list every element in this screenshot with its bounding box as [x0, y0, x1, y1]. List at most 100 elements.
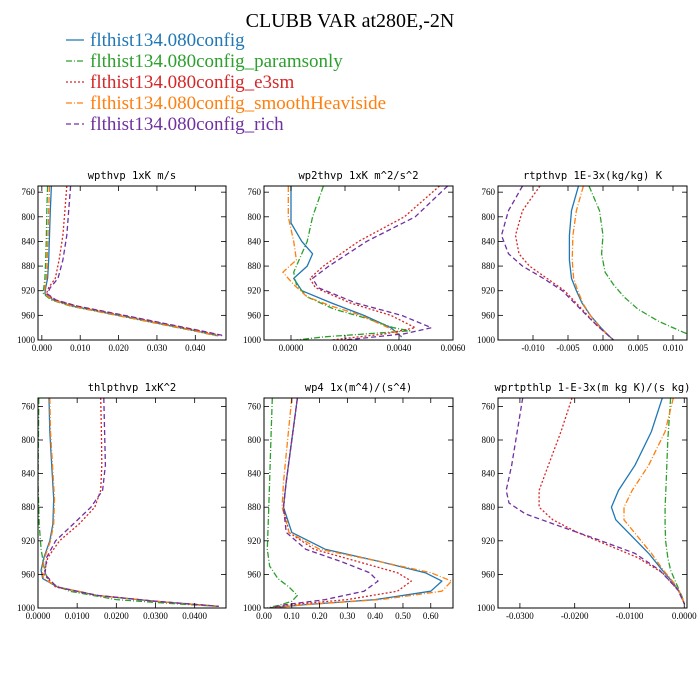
y-tick-label: 760	[248, 401, 262, 411]
legend-label: flthist134.080config_rich	[90, 114, 284, 135]
y-tick-label: 880	[482, 261, 496, 271]
x-tick-label: 0.0400	[182, 611, 207, 621]
series-line	[623, 398, 685, 605]
series-line	[500, 186, 614, 340]
legend-entry: flthist134.080config_smoothHeaviside	[66, 93, 386, 114]
x-tick-label: 0.0060	[441, 343, 466, 353]
panel-title: thlpthvp 1xK^2	[88, 382, 177, 394]
y-tick-label: 760	[248, 187, 262, 197]
plot-frame	[37, 397, 227, 609]
y-tick-label: 960	[22, 569, 36, 579]
y-tick-label: 760	[482, 401, 496, 411]
series-line	[43, 186, 218, 337]
y-tick-label: 840	[482, 236, 496, 246]
y-tick-label: 840	[22, 469, 36, 479]
x-tick-label: -0.010	[521, 343, 545, 353]
x-tick-label: 0.040	[185, 343, 206, 353]
y-tick-label: 880	[248, 261, 262, 271]
y-tick-label: 800	[482, 212, 496, 222]
x-tick-label: 0.030	[147, 343, 168, 353]
x-tick-label: 0.010	[70, 343, 91, 353]
plot-frame	[263, 185, 454, 341]
x-tick-label: 0.0020	[333, 343, 358, 353]
y-tick-label: 920	[22, 536, 36, 546]
y-tick-label: 840	[482, 469, 496, 479]
series-line	[44, 186, 219, 337]
plot-frame	[263, 397, 454, 609]
y-tick-label: 840	[248, 236, 262, 246]
y-tick-label: 1000	[17, 335, 36, 345]
panel-title: wp4 1x(m^4)/(s^4)	[305, 382, 412, 394]
series-line	[42, 186, 217, 337]
y-tick-label: 800	[22, 212, 36, 222]
chart-panel: wprtpthlp 1-E-3x(m kg K)/(s kg) 760 800 840…	[477, 382, 697, 621]
x-tick-label: 0.010	[663, 343, 684, 353]
series-line	[588, 186, 687, 335]
series-line	[38, 398, 219, 607]
x-tick-label: 0.0100	[65, 611, 90, 621]
x-tick-label: 0.0200	[104, 611, 129, 621]
y-tick-label: 840	[22, 236, 36, 246]
y-tick-label: 1000	[477, 603, 496, 613]
series-line	[538, 398, 685, 605]
y-tick-label: 960	[248, 569, 262, 579]
panel-title: rtpthvp 1E-3x(kg/kg) K	[523, 170, 663, 182]
legend-entry: flthist134.080config_rich	[66, 114, 284, 135]
series-group	[505, 398, 685, 605]
series-line	[664, 398, 685, 605]
y-tick-label: 920	[22, 286, 36, 296]
chart-panel: wpthvp 1xK m/s 760 800 840 880 920 960 10000.00…	[17, 170, 227, 353]
chart-panel: thlpthvp 1xK^2 760 800 840 880 920 960 10000.00…	[17, 382, 227, 621]
legend-entry: flthist134.080config	[66, 30, 245, 51]
legend-label: flthist134.080config_smoothHeaviside	[90, 93, 386, 114]
x-tick-label: 0.10	[284, 611, 300, 621]
y-tick-label: 880	[22, 261, 36, 271]
y-tick-label: 800	[248, 435, 262, 445]
y-tick-label: 960	[482, 569, 496, 579]
series-line	[41, 398, 219, 607]
panel-title: wp2thvp 1xK m^2/s^2	[298, 170, 418, 182]
series-line	[269, 398, 453, 608]
x-tick-label: -0.005	[556, 343, 580, 353]
series-group	[38, 398, 219, 607]
legend: flthist134.080configflthist134.080config…	[66, 30, 386, 135]
chart-panel: wp4 1x(m^4)/(s^4)76080084088092096010000…	[243, 382, 454, 621]
y-tick-label: 800	[22, 435, 36, 445]
y-tick-label: 1000	[243, 603, 262, 613]
x-tick-label: 0.30	[340, 611, 356, 621]
x-tick-label: 0.60	[423, 611, 439, 621]
y-tick-label: 760	[22, 187, 36, 197]
y-tick-label: 1000	[243, 335, 262, 345]
y-tick-label: 920	[482, 536, 496, 546]
x-tick-label: 0.0040	[387, 343, 412, 353]
series-line	[45, 186, 223, 337]
y-tick-label: 880	[248, 502, 262, 512]
series-line	[40, 398, 219, 607]
x-tick-label: -0.0100	[616, 611, 644, 621]
y-tick-label: 920	[482, 286, 496, 296]
series-line	[46, 186, 225, 337]
plot-frame	[497, 397, 688, 609]
figure-title: CLUBB VAR at280E,-2N	[246, 10, 455, 32]
series-line	[293, 186, 411, 340]
series-line	[311, 186, 449, 340]
y-tick-label: 880	[482, 502, 496, 512]
y-tick-label: 960	[22, 310, 36, 320]
series-line	[266, 398, 299, 608]
x-tick-label: 0.0300	[143, 611, 168, 621]
x-tick-label: 0.20	[312, 611, 328, 621]
x-tick-label: -0.0300	[506, 611, 534, 621]
series-line	[43, 398, 219, 607]
series-group	[282, 186, 449, 340]
plot-frame	[497, 185, 688, 341]
series-line	[290, 186, 403, 338]
series-group	[266, 398, 453, 608]
series-line	[269, 398, 379, 608]
x-tick-label: 0.00	[256, 611, 272, 621]
legend-label: flthist134.080config	[90, 30, 245, 51]
series-line	[269, 398, 412, 608]
y-tick-label: 920	[248, 286, 262, 296]
y-tick-label: 800	[482, 435, 496, 445]
legend-entry: flthist134.080config_paramsonly	[66, 51, 343, 72]
